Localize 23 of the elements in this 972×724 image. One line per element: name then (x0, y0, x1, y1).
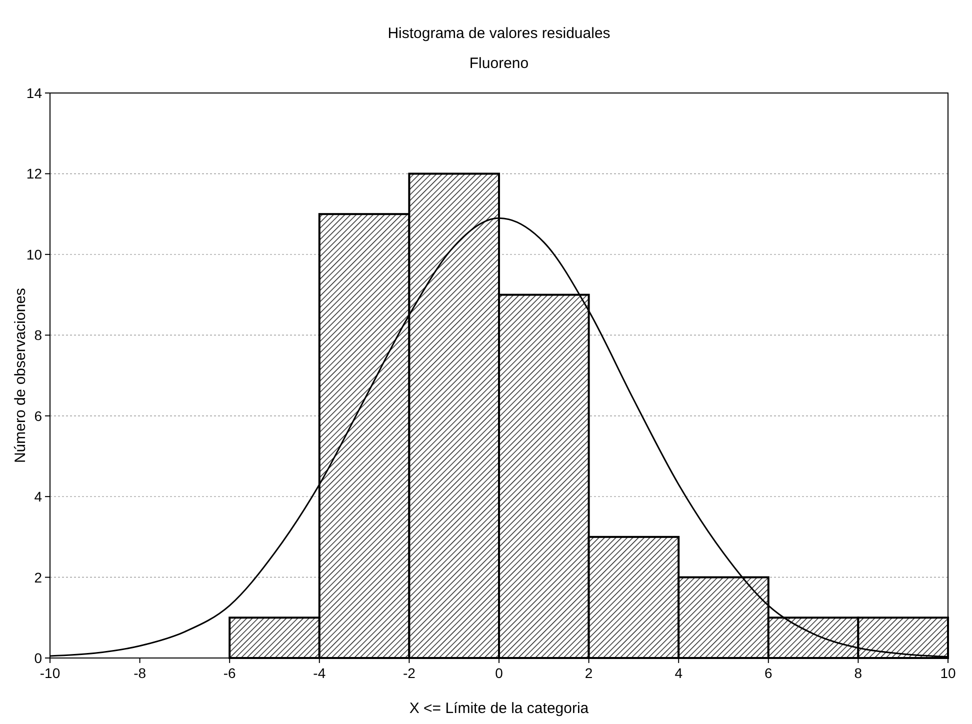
chart-subtitle: Fluoreno (469, 55, 529, 72)
x-tick-label: 10 (940, 665, 956, 681)
x-tick-label: -2 (402, 665, 416, 681)
x-tick-label: -10 (40, 665, 60, 681)
y-axis-title: Número de observaciones (12, 288, 29, 464)
x-tick-label: -8 (134, 665, 146, 681)
x-tick-label: -6 (223, 665, 236, 681)
y-tick-label: 6 (34, 408, 42, 424)
x-axis-title: X <= Límite de la categoria (409, 700, 590, 717)
y-tick-label: 8 (34, 327, 42, 344)
x-tick-label: 6 (764, 665, 772, 681)
y-tick-label: 0 (34, 650, 42, 666)
y-tick-label: 4 (34, 488, 42, 505)
x-tick-label: 4 (674, 665, 683, 681)
x-tick-label: 2 (584, 665, 593, 681)
y-tick-label: 2 (34, 569, 42, 586)
y-tick-label: 14 (26, 85, 42, 101)
y-tick-label: 10 (26, 246, 42, 262)
chart-title: Histograma de valores residuales (388, 25, 610, 42)
x-tick-label: 8 (854, 665, 862, 681)
x-tick-label: 0 (495, 665, 504, 681)
y-tick-label: 12 (26, 166, 42, 182)
x-tick-label: -4 (313, 665, 326, 681)
